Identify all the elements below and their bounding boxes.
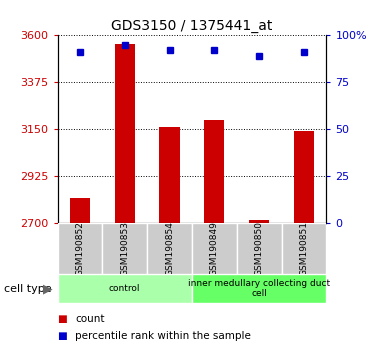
Text: inner medullary collecting duct
cell: inner medullary collecting duct cell: [188, 279, 330, 298]
Bar: [294, 131, 314, 223]
Text: GSM190852: GSM190852: [75, 221, 85, 276]
Bar: [282, 223, 326, 274]
Bar: [115, 44, 135, 223]
Bar: [102, 223, 147, 274]
Text: cell type: cell type: [4, 284, 51, 293]
Bar: [192, 223, 237, 274]
Bar: [70, 198, 90, 223]
Bar: [160, 127, 180, 223]
Text: GSM190849: GSM190849: [210, 221, 219, 276]
Text: GSM190853: GSM190853: [120, 221, 129, 276]
Text: GSM190850: GSM190850: [255, 221, 264, 276]
Bar: [147, 223, 192, 274]
Text: count: count: [75, 314, 105, 324]
Bar: [237, 223, 282, 274]
Text: control: control: [109, 284, 141, 293]
Bar: [204, 120, 224, 223]
Text: GSM190851: GSM190851: [299, 221, 309, 276]
Text: ■: ■: [58, 314, 67, 324]
Text: ▶: ▶: [43, 282, 52, 295]
Bar: [58, 223, 102, 274]
Text: percentile rank within the sample: percentile rank within the sample: [75, 331, 251, 341]
Bar: [58, 274, 192, 303]
Bar: [249, 220, 269, 223]
Text: GSM190854: GSM190854: [165, 221, 174, 276]
Title: GDS3150 / 1375441_at: GDS3150 / 1375441_at: [111, 19, 273, 33]
Text: ■: ■: [58, 331, 67, 341]
Bar: [192, 274, 326, 303]
